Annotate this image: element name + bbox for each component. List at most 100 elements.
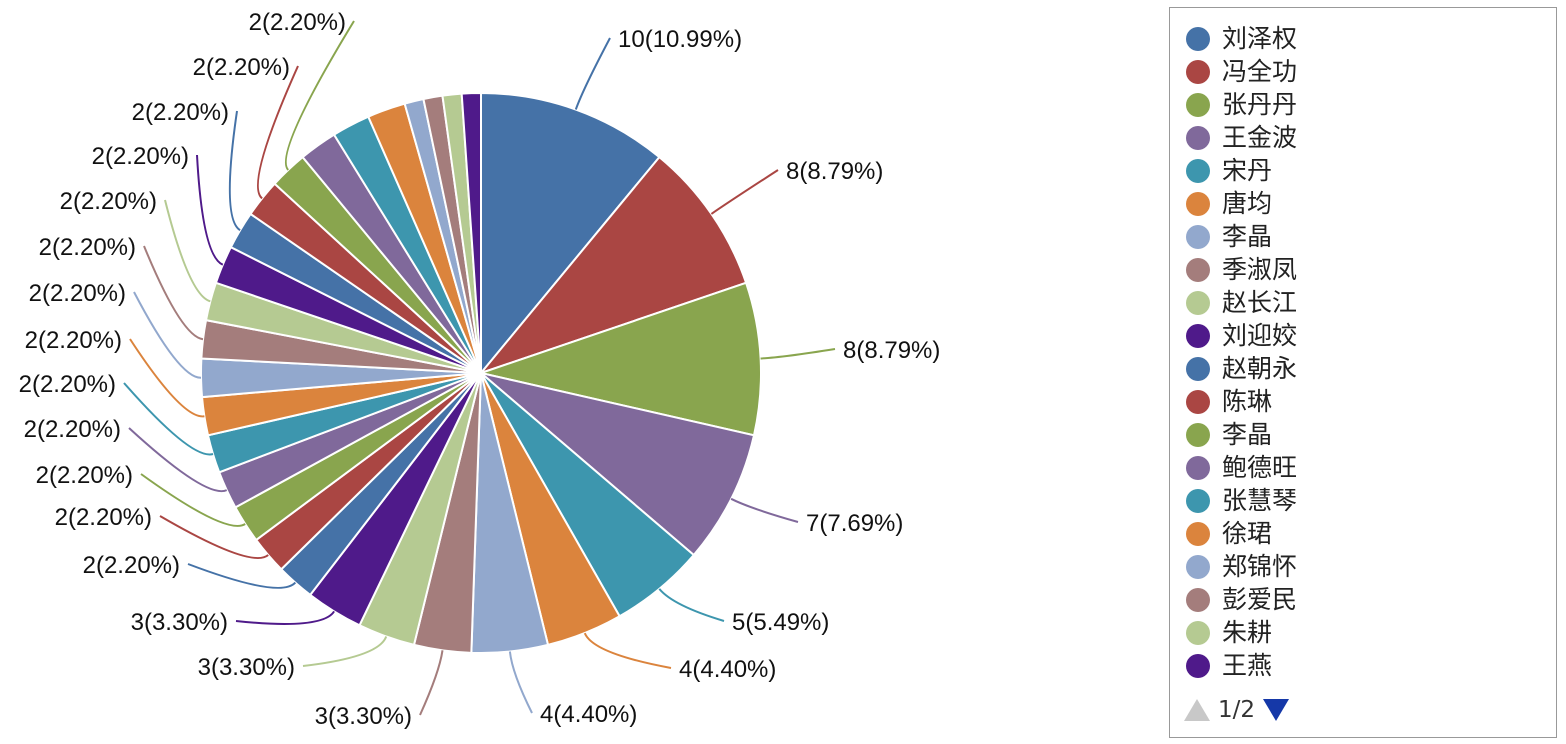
legend-label: 张慧琴 — [1222, 486, 1298, 515]
data-label: 8(8.79%) — [786, 158, 883, 185]
legend-item[interactable]: 徐珺 — [1186, 517, 1546, 550]
legend-marker-icon — [1186, 323, 1210, 348]
pie-slice[interactable] — [480, 91, 661, 376]
label-leader-line — [140, 473, 246, 527]
data-label: 2(2.20%) — [24, 416, 121, 443]
legend-marker-icon — [1186, 620, 1210, 645]
legend-item[interactable]: 鲍德旺 — [1186, 451, 1546, 484]
legend-item[interactable]: 季淑凤 — [1186, 253, 1546, 286]
legend-item[interactable]: 王燕 — [1186, 649, 1546, 682]
data-label: 2(2.20%) — [29, 280, 126, 307]
data-label: 3(3.30%) — [315, 703, 412, 730]
legend-item[interactable]: 刘泽权 — [1186, 22, 1546, 55]
legend-marker-icon — [1186, 455, 1210, 480]
legend-page-indicator: 1/2 — [1218, 697, 1256, 723]
legend-marker-icon — [1186, 191, 1210, 216]
legend-marker-icon — [1186, 257, 1210, 282]
label-leader-line — [419, 650, 444, 716]
legend-label: 李晶 — [1222, 222, 1273, 251]
label-leader-line — [256, 65, 299, 200]
label-leader-line — [508, 651, 533, 714]
data-label: 2(2.20%) — [19, 371, 116, 398]
legend-item[interactable]: 李晶 — [1186, 418, 1546, 451]
legend-item[interactable]: 朱耕 — [1186, 616, 1546, 649]
data-label: 2(2.20%) — [25, 327, 122, 354]
legend-marker-icon — [1186, 26, 1210, 51]
legend-item[interactable]: 张慧琴 — [1186, 484, 1546, 517]
label-leader-line — [159, 515, 269, 559]
label-leader-line — [730, 497, 799, 523]
legend-marker-icon — [1186, 92, 1210, 117]
legend-item[interactable]: 王金波 — [1186, 121, 1546, 154]
data-label: 2(2.20%) — [193, 54, 290, 81]
legend-page-up-icon[interactable] — [1184, 699, 1210, 721]
legend-label: 鲍德旺 — [1222, 453, 1298, 482]
label-leader-line — [302, 636, 388, 667]
legend-item[interactable]: 张丹丹 — [1186, 88, 1546, 121]
label-leader-line — [143, 245, 204, 341]
legend-label: 王金波 — [1222, 123, 1298, 152]
legend-item[interactable]: 彭爱民 — [1186, 583, 1546, 616]
label-leader-line — [658, 588, 725, 622]
legend-item[interactable]: 宋丹 — [1186, 154, 1546, 187]
legend-marker-icon — [1186, 521, 1210, 546]
legend-label: 陈琳 — [1222, 387, 1273, 416]
data-label: 2(2.20%) — [83, 552, 180, 579]
legend-marker-icon — [1186, 224, 1210, 249]
label-leader-line — [128, 427, 228, 493]
legend-label: 赵长江 — [1222, 288, 1298, 317]
legend-marker-icon — [1186, 356, 1210, 381]
legend-label: 徐珺 — [1222, 519, 1273, 548]
legend-marker-icon — [1186, 389, 1210, 414]
legend-label: 宋丹 — [1222, 156, 1273, 185]
pie-chart: 10(10.99%) 8(8.79%) 8(8.79%) 7(7.69%) 5(5.49… — [19, 9, 941, 730]
legend-page-down-icon[interactable] — [1263, 699, 1290, 721]
data-label: 3(3.30%) — [131, 609, 228, 636]
data-label: 4(4.40%) — [540, 701, 637, 728]
data-label: 5(5.49%) — [732, 609, 829, 636]
legend-item[interactable]: 郑锦怀 — [1186, 550, 1546, 583]
data-label: 3(3.30%) — [198, 654, 295, 681]
data-label: 2(2.20%) — [36, 462, 133, 489]
legend-label: 刘迎姣 — [1222, 321, 1298, 350]
legend-item[interactable]: 赵长江 — [1186, 286, 1546, 319]
legend-label: 彭爱民 — [1222, 585, 1298, 614]
data-label: 2(2.20%) — [249, 9, 346, 36]
data-labels: 10(10.99%) 8(8.79%) 8(8.79%) 7(7.69%) 5(5.49… — [19, 9, 941, 730]
legend-label: 张丹丹 — [1222, 90, 1298, 119]
legend-item[interactable]: 唐均 — [1186, 187, 1546, 220]
label-leader-line — [583, 632, 672, 669]
label-leader-line — [710, 169, 779, 215]
label-leader-line — [574, 37, 611, 110]
data-label: 4(4.40%) — [679, 656, 776, 683]
legend-list: 刘泽权 冯全功 张丹丹 王金波 宋丹 唐均 李晶 季淑凤 赵长江 刘迎姣 赵朝永 陈琳 李晶 鲍德旺 张慧琴… — [1186, 22, 1546, 694]
label-leader-line — [284, 20, 355, 171]
legend-item[interactable]: 李晶 — [1186, 220, 1546, 253]
legend-item[interactable]: 冯全功 — [1186, 55, 1546, 88]
data-label: 2(2.20%) — [92, 143, 189, 170]
legend-label: 王燕 — [1222, 651, 1273, 680]
label-leader-line — [133, 291, 202, 379]
label-leader-line — [760, 348, 836, 360]
legend-label: 赵朝永 — [1222, 354, 1298, 383]
legend-marker-icon — [1186, 125, 1210, 150]
legend-label: 季淑凤 — [1222, 255, 1298, 284]
legend-marker-icon — [1186, 422, 1210, 447]
legend-pager: 1/2 — [1184, 697, 1290, 723]
legend-item[interactable]: 陈琳 — [1186, 385, 1546, 418]
legend-item[interactable]: 赵朝永 — [1186, 352, 1546, 385]
legend-marker-icon — [1186, 59, 1210, 84]
data-label: 2(2.20%) — [55, 504, 152, 531]
label-leader-line — [123, 382, 214, 456]
legend: 刘泽权 冯全功 张丹丹 王金波 宋丹 唐均 李晶 季淑凤 赵长江 刘迎姣 赵朝永 陈琳 李晶 鲍德旺 张慧琴… — [1169, 7, 1557, 738]
label-leader-line — [129, 338, 205, 418]
legend-label: 冯全功 — [1222, 57, 1298, 86]
legend-marker-icon — [1186, 587, 1210, 612]
data-label: 7(7.69%) — [806, 510, 903, 537]
pie-slice[interactable] — [460, 91, 482, 374]
label-leader-line — [235, 610, 335, 625]
label-leader-line — [228, 110, 241, 232]
legend-item[interactable]: 刘迎姣 — [1186, 319, 1546, 352]
label-leader-line — [164, 199, 211, 303]
label-leader-lines — [123, 20, 836, 716]
